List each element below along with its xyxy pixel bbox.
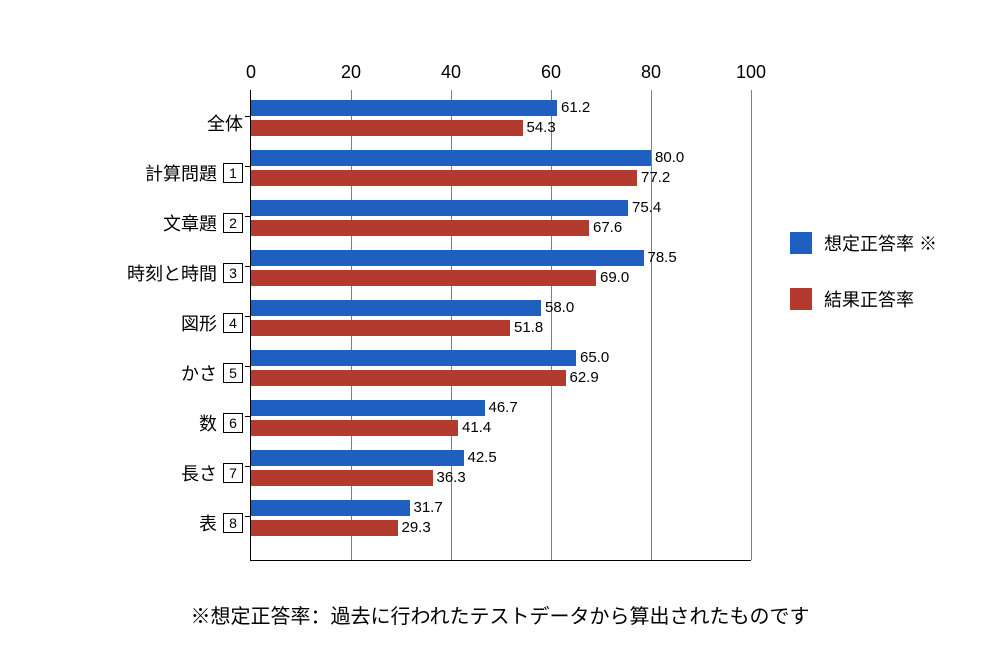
category-label-text: 時刻と時間 xyxy=(127,260,217,286)
legend-label-expected: 想定正答率 ※ xyxy=(824,230,937,256)
bar-expected xyxy=(251,250,644,266)
category-label: 時刻と時間 3 xyxy=(127,260,243,286)
footnote: ※想定正答率：過去に行われたテストデータから算出されたものです xyxy=(0,600,1000,629)
category-label: 数6 xyxy=(199,410,243,436)
category-row: 長さ742.536.3 xyxy=(251,448,751,498)
category-row: 時刻と時間378.569.0 xyxy=(251,248,751,298)
bar-value-label: 31.7 xyxy=(414,500,443,516)
bar-value-label: 29.3 xyxy=(402,520,431,536)
y-tick xyxy=(245,216,251,217)
legend-item-expected: 想定正答率 ※ xyxy=(790,230,937,256)
bar-value-label: 36.3 xyxy=(437,470,466,486)
bar-actual xyxy=(251,520,398,536)
y-tick xyxy=(245,116,251,117)
category-label-text: 計算問題 xyxy=(145,160,217,186)
bar-expected xyxy=(251,300,541,316)
category-label-text: 全体 xyxy=(207,110,243,136)
category-number-box: 6 xyxy=(223,413,243,433)
bar-actual xyxy=(251,220,589,236)
category-label-text: かさ xyxy=(181,360,217,386)
bar-value-label: 67.6 xyxy=(593,220,622,236)
bar-actual xyxy=(251,270,596,286)
category-label-text: 表 xyxy=(199,510,217,536)
accuracy-bar-chart: 0 20 40 60 80 100 全体 61.2 54.3 計算問題 1 80.0 77.2 文章題 2 7… xyxy=(0,0,1000,660)
bar-value-label: 69.0 xyxy=(600,270,629,286)
category-label: 長さ 7 xyxy=(181,460,243,486)
x-tick-label: 0 xyxy=(231,62,271,83)
category-row: 全体61.254.3 xyxy=(251,98,751,148)
category-number-box: 7 xyxy=(223,463,243,483)
category-number-box: 1 xyxy=(223,163,243,183)
category-number-box: 5 xyxy=(223,363,243,383)
category-row: 計算問題180.077.2 xyxy=(251,148,751,198)
plot-area: 020406080100全体61.254.3計算問題180.077.2文章題27… xyxy=(250,90,751,561)
bar-value-label: 75.4 xyxy=(632,200,661,216)
bar-value-label: 58.0 xyxy=(545,300,574,316)
y-tick xyxy=(245,316,251,317)
bar-expected xyxy=(251,350,576,366)
bar-expected xyxy=(251,500,410,516)
bar-value-label: 78.5 xyxy=(648,250,677,266)
bar-actual xyxy=(251,170,637,186)
category-row: 表831.729.3 xyxy=(251,498,751,548)
category-label-text: 文章題 xyxy=(163,210,217,236)
x-tick-label: 100 xyxy=(731,62,771,83)
bar-actual xyxy=(251,320,510,336)
bar-value-label: 51.8 xyxy=(514,320,543,336)
bar-value-label: 65.0 xyxy=(580,350,609,366)
y-tick xyxy=(245,166,251,167)
bar-actual xyxy=(251,470,433,486)
bar-value-label: 46.7 xyxy=(489,400,518,416)
bar-value-label: 42.5 xyxy=(468,450,497,466)
bar-expected xyxy=(251,150,651,166)
x-tick-label: 80 xyxy=(631,62,671,83)
gridline xyxy=(751,90,752,560)
category-number-box: 3 xyxy=(223,263,243,283)
category-label: 表8 xyxy=(199,510,243,536)
category-number-box: 8 xyxy=(223,513,243,533)
x-tick-label: 40 xyxy=(431,62,471,83)
bar-value-label: 61.2 xyxy=(561,100,590,116)
bar-expected xyxy=(251,400,485,416)
bar-value-label: 62.9 xyxy=(570,370,599,386)
legend: 想定正答率 ※ 結果正答率 xyxy=(790,230,937,342)
bar-actual xyxy=(251,370,566,386)
x-tick-label: 20 xyxy=(331,62,371,83)
bar-expected xyxy=(251,200,628,216)
bar-value-label: 80.0 xyxy=(655,150,684,166)
category-label: 文章題 2 xyxy=(163,210,243,236)
category-label-text: 数 xyxy=(199,410,217,436)
x-tick-label: 60 xyxy=(531,62,571,83)
bar-actual xyxy=(251,120,523,136)
legend-item-actual: 結果正答率 xyxy=(790,286,937,312)
category-row: かさ565.062.9 xyxy=(251,348,751,398)
category-number-box: 4 xyxy=(223,313,243,333)
y-tick xyxy=(245,366,251,367)
legend-swatch-expected xyxy=(790,232,812,254)
legend-swatch-actual xyxy=(790,288,812,310)
y-tick xyxy=(245,416,251,417)
legend-label-actual: 結果正答率 xyxy=(824,286,914,312)
y-tick xyxy=(245,266,251,267)
bar-actual xyxy=(251,420,458,436)
category-label-text: 図形 xyxy=(181,310,217,336)
bar-value-label: 77.2 xyxy=(641,170,670,186)
bar-expected xyxy=(251,100,557,116)
category-row: 文章題275.467.6 xyxy=(251,198,751,248)
category-label: 全体 xyxy=(207,110,243,136)
category-label-text: 長さ xyxy=(181,460,217,486)
category-row: 数646.741.4 xyxy=(251,398,751,448)
y-tick xyxy=(245,516,251,517)
category-label: 図形 4 xyxy=(181,310,243,336)
bar-expected xyxy=(251,450,464,466)
category-label: かさ 5 xyxy=(181,360,243,386)
bar-value-label: 41.4 xyxy=(462,420,491,436)
category-row: 図形458.051.8 xyxy=(251,298,751,348)
bar-value-label: 54.3 xyxy=(527,120,556,136)
y-tick xyxy=(245,466,251,467)
category-label: 計算問題 1 xyxy=(145,160,243,186)
category-number-box: 2 xyxy=(223,213,243,233)
